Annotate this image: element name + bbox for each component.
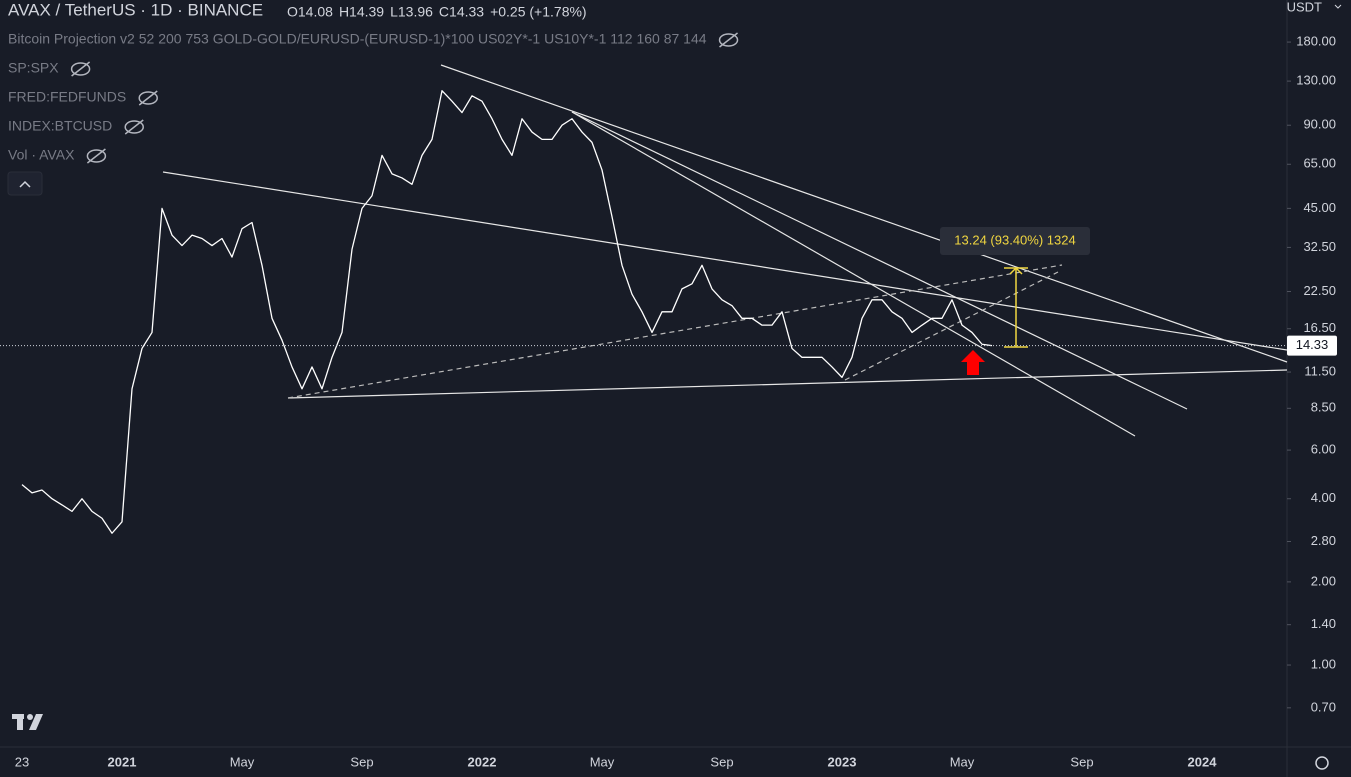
- y-tick-label: 2.00: [1311, 573, 1336, 588]
- indicator: Vol · AVAX: [8, 147, 75, 163]
- tv-logo: [12, 714, 43, 730]
- y-tick-label: 6.00: [1311, 442, 1336, 457]
- hidden-eye-slash: [86, 148, 106, 164]
- measure-box: [940, 227, 1090, 255]
- indicator: Bitcoin Projection v2 52 200 753 GOLD-GO…: [8, 31, 707, 47]
- indicator: FRED:FEDFUNDS: [8, 89, 126, 105]
- x-tick-label: 2023: [828, 754, 857, 769]
- measure-label: 13.24 (93.40%) 1324: [954, 232, 1075, 247]
- y-tick-label: 130.00: [1296, 73, 1336, 88]
- dashed-trendline: [844, 271, 1059, 381]
- trendline: [571, 111, 1136, 437]
- trendline: [287, 369, 1288, 399]
- hidden-eye[interactable]: [70, 62, 91, 76]
- y-tick-label: 16.50: [1303, 320, 1336, 335]
- ohlc-value: C14.33: [439, 4, 484, 20]
- hidden-eye[interactable]: [124, 120, 144, 134]
- last-price-box: [1287, 335, 1337, 356]
- trendline: [571, 111, 1188, 410]
- y-tick-label: 90.00: [1303, 117, 1336, 132]
- symbol: AVAX / TetherUS · 1D · BINANCE: [8, 0, 263, 19]
- y-tick-label: 4.00: [1311, 490, 1336, 505]
- trendline: [440, 64, 1288, 363]
- y-tick-label: 65.00: [1303, 156, 1336, 171]
- legend: AVAX / TetherUS · 1D · BINANCE O14.08 H14…: [8, 0, 739, 164]
- y-tick-label: 1.40: [1311, 616, 1336, 631]
- y-tick-label: 0.70: [1311, 699, 1336, 714]
- hidden-eye[interactable]: [718, 33, 739, 47]
- x-tick-label: 2024: [1188, 754, 1218, 769]
- ohlc-value: L13.96: [390, 4, 433, 20]
- price-line: [21, 90, 993, 534]
- settings-button[interactable]: [1315, 756, 1329, 770]
- y-tick-label: 11.50: [1304, 363, 1336, 378]
- y-tick-label: 22.50: [1303, 283, 1336, 298]
- red-arrow: [961, 350, 985, 375]
- trendlines: [162, 64, 1288, 437]
- x-tick-label: May: [950, 754, 975, 769]
- collapse-button[interactable]: [7, 171, 43, 196]
- x-tick-label: May: [230, 754, 255, 769]
- indicator: INDEX:BTCUSD: [8, 118, 112, 134]
- y-tick-label: 45.00: [1303, 200, 1336, 215]
- trendline: [162, 171, 1288, 351]
- hidden-eye-slash: [719, 32, 738, 48]
- x-tick-label: Sep: [350, 754, 373, 769]
- hidden-eye[interactable]: [86, 149, 107, 163]
- x-tick-label: Sep: [710, 754, 733, 769]
- hidden-eye-slash: [124, 119, 144, 135]
- x-tick-label: 2021: [108, 754, 137, 769]
- ohlc-value: H14.39: [339, 4, 384, 20]
- logo-part: [29, 714, 43, 730]
- y-tick-label: 32.50: [1303, 239, 1336, 254]
- currency[interactable]: USDT: [1287, 0, 1322, 14]
- collapse-icon: [19, 180, 31, 188]
- x-tick-label: May: [590, 754, 615, 769]
- logo-part: [17, 714, 23, 730]
- currency-caret: [1334, 4, 1342, 9]
- measure-arrow: [1009, 266, 1023, 275]
- hidden-eye-slash: [138, 90, 158, 106]
- ohlc-value: +0.25 (+1.78%): [490, 4, 587, 20]
- logo-part: [27, 714, 33, 720]
- dashed-trendline: [287, 264, 1063, 399]
- x-tick-label: 2022: [468, 754, 497, 769]
- y-tick-label: 8.50: [1311, 400, 1336, 415]
- measure-tool: 13.24 (93.40%) 1324: [940, 227, 1090, 348]
- indicator: SP:SPX: [8, 60, 59, 76]
- y-tick-label: 180.00: [1296, 34, 1336, 49]
- ohlc-value: O14.08: [287, 4, 333, 20]
- x-tick-label: 23: [15, 754, 29, 769]
- y-tick-label: 1.00: [1311, 656, 1336, 671]
- last-price-label: 14.33: [1296, 337, 1329, 352]
- y-tick-label: 2.80: [1311, 533, 1336, 548]
- hidden-eye-slash: [71, 61, 91, 77]
- x-tick-label: Sep: [1070, 754, 1093, 769]
- hidden-eye[interactable]: [138, 91, 158, 105]
